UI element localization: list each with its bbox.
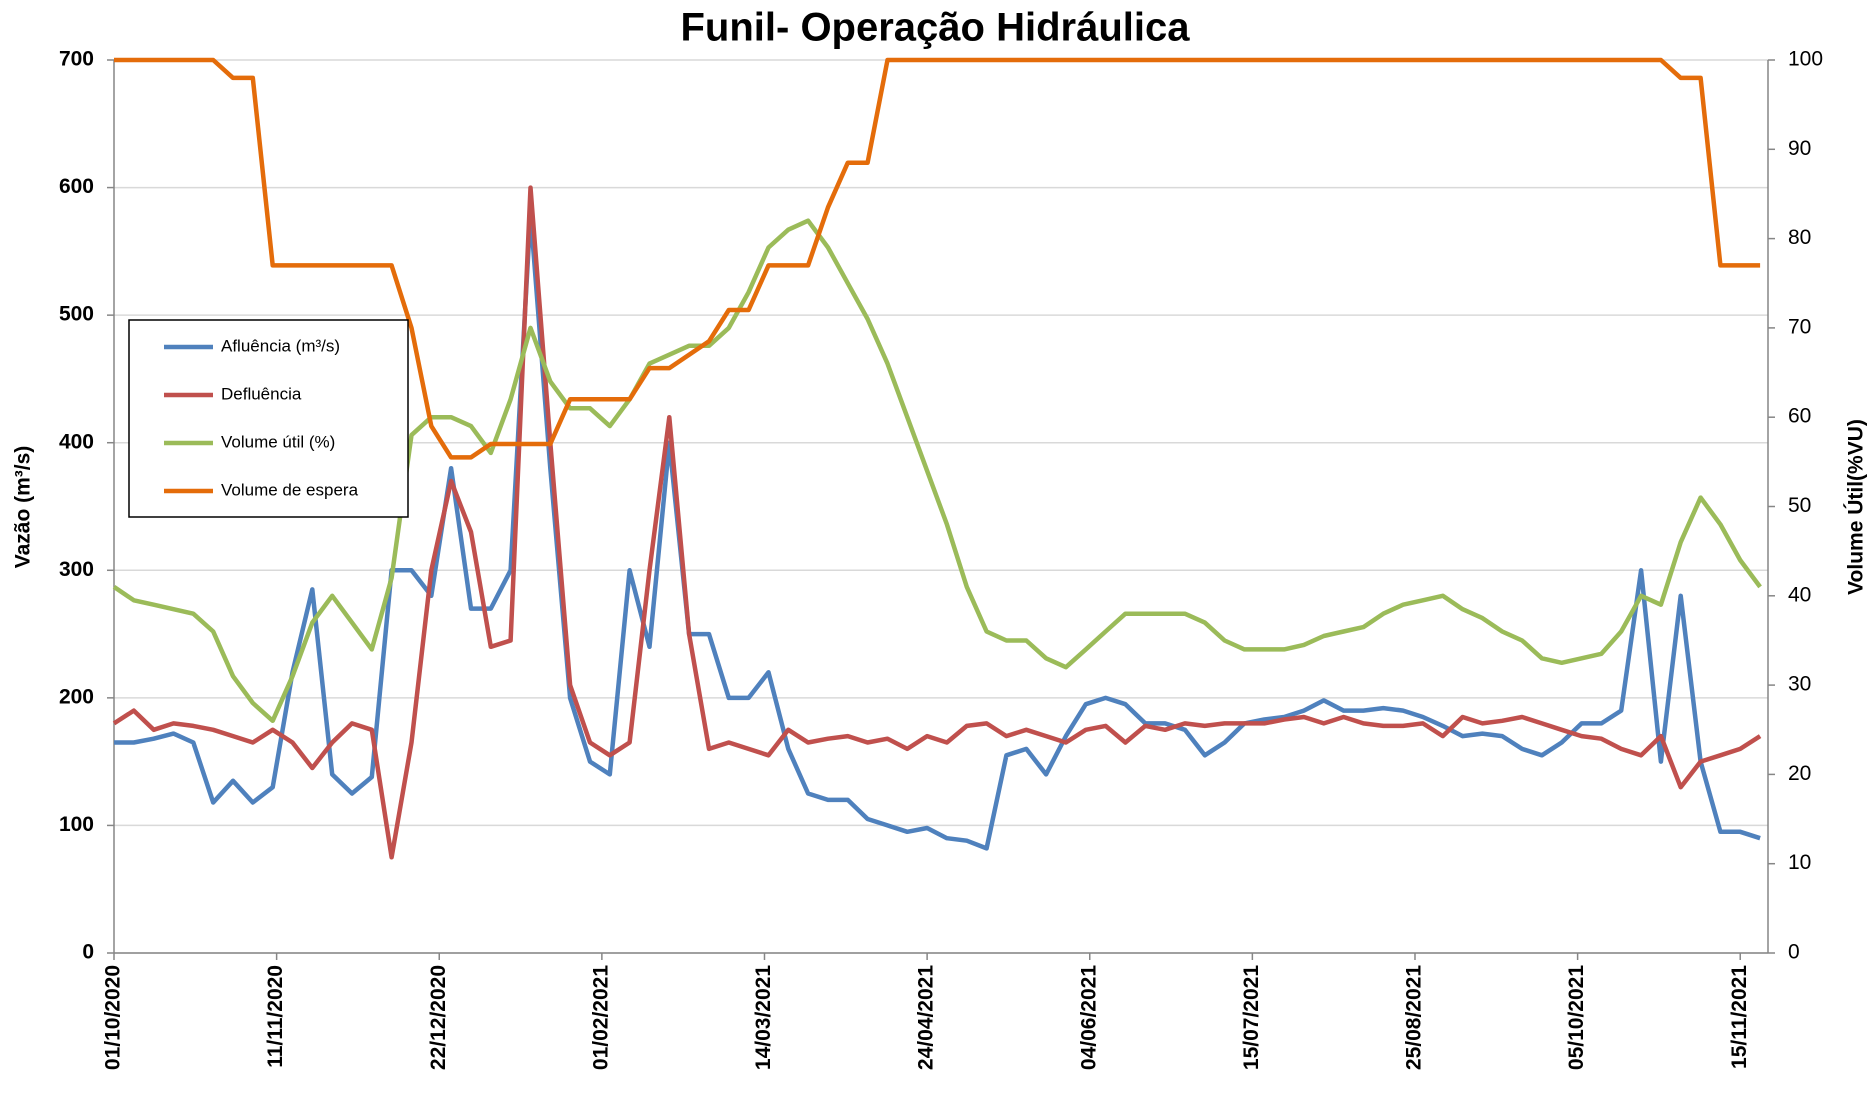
x-tick-label: 01/10/2020 (102, 965, 125, 1070)
series-line (112, 185, 1762, 860)
y-tick-label: 0 (82, 941, 94, 964)
y-tick-label: 200 (59, 685, 94, 708)
series-line (114, 210, 1761, 851)
x-tick-label: 04/06/2021 (1077, 965, 1100, 1070)
series-line (114, 57, 1761, 460)
y-tick-label: 400 (59, 430, 94, 453)
y2-tick-label: 100 (1788, 48, 1823, 71)
x-tick-label: 25/08/2021 (1403, 965, 1426, 1070)
y2-tick-label: 90 (1788, 137, 1811, 160)
y2-tick-label: 80 (1788, 226, 1811, 249)
x-tick-label: 01/02/2021 (589, 965, 612, 1070)
y-tick-label: 300 (59, 558, 94, 581)
x-tick-label: 24/04/2021 (915, 965, 938, 1070)
y2-tick-label: 50 (1788, 494, 1811, 517)
y2-tick-label: 10 (1788, 851, 1811, 874)
legend-label: Volume útil (%) (221, 432, 335, 451)
y2-tick-label: 40 (1788, 583, 1811, 606)
legend: Afluência (m³/s) Defluência Volume útil (%… (128, 319, 409, 518)
x-tick-label: 14/03/2021 (752, 965, 775, 1070)
legend-box (128, 319, 409, 518)
y2-tick-label: 70 (1788, 315, 1811, 338)
y-tick-label: 700 (59, 48, 94, 71)
y2-axis-label: Volume Útil(%VU) (1844, 419, 1868, 595)
y-axis-label: Vazão (m³/s) (12, 446, 35, 569)
chart-title: Funil- Operação Hidráulica (680, 6, 1190, 50)
y-tick-label: 500 (59, 303, 94, 326)
x-tick-label: 11/11/2020 (264, 965, 287, 1068)
y2-tick-label: 60 (1788, 405, 1811, 428)
y-tick-label: 100 (59, 813, 94, 836)
y-tick-label: 600 (59, 175, 94, 198)
x-tick-label: 15/07/2021 (1240, 965, 1263, 1070)
y2-tick-label: 20 (1788, 762, 1811, 785)
y2-tick-label: 30 (1788, 673, 1811, 696)
legend-label: Defluência (221, 384, 302, 403)
y2-tick-label: 0 (1788, 941, 1800, 964)
x-tick-label: 05/10/2021 (1565, 965, 1588, 1070)
legend-label: Volume de espera (221, 480, 359, 499)
x-tick-label: 22/12/2020 (427, 965, 450, 1070)
x-tick-label: 15/11/2021 (1728, 965, 1751, 1069)
legend-label: Afluência (m³/s) (221, 336, 340, 355)
series-line (112, 218, 1762, 724)
